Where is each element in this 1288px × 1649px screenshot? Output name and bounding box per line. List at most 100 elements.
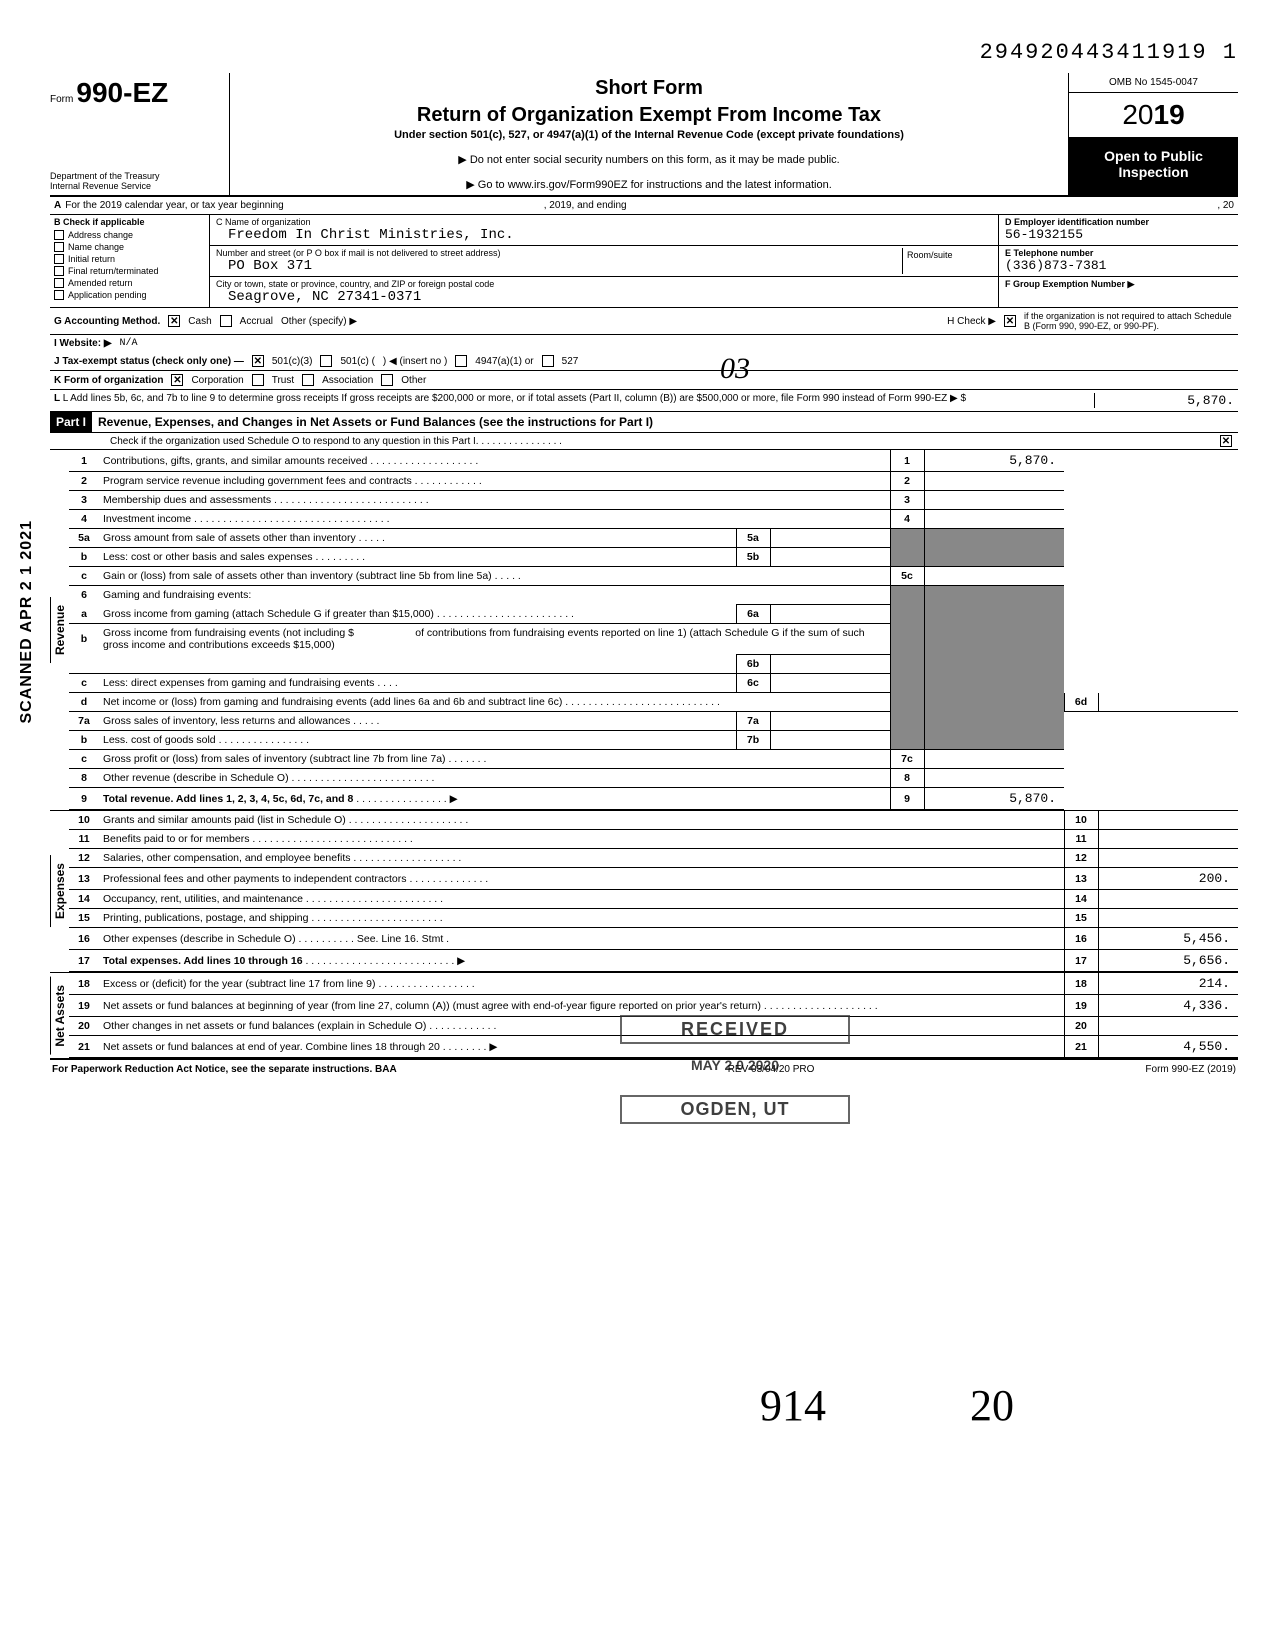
lbl-assoc: Association — [322, 375, 373, 386]
lbl-address-change: Address change — [68, 230, 133, 240]
chk-amended-return[interactable] — [54, 278, 64, 288]
stamp-received: RECEIVED — [620, 1015, 850, 1044]
chk-4947[interactable] — [455, 355, 467, 367]
chk-accrual[interactable] — [220, 315, 232, 327]
lbl-trust: Trust — [272, 375, 294, 386]
l5c-num: c — [69, 567, 99, 586]
row-i-label: I Website: ▶ — [54, 338, 112, 349]
l2-box: 2 — [890, 472, 924, 491]
l17-box: 17 — [1064, 950, 1098, 972]
instruction-2: ▶ Go to www.irs.gov/Form990EZ for instru… — [240, 178, 1058, 191]
l11-box: 11 — [1064, 830, 1098, 849]
row-l: L L Add lines 5b, 6c, and 7b to line 9 t… — [50, 390, 1238, 412]
l12-box: 12 — [1064, 849, 1098, 868]
chk-address-change[interactable] — [54, 230, 64, 240]
street-value: PO Box 371 — [228, 258, 902, 274]
chk-trust[interactable] — [252, 374, 264, 386]
l13-box: 13 — [1064, 868, 1098, 890]
chk-501c[interactable] — [320, 355, 332, 367]
l15-num: 15 — [69, 909, 99, 928]
part1-title: Revenue, Expenses, and Changes in Net As… — [92, 412, 1238, 432]
l4-num: 4 — [69, 510, 99, 529]
l9-amt: 5,870. — [924, 788, 1064, 810]
row-g-label: G Accounting Method. — [54, 316, 160, 327]
lbl-amended-return: Amended return — [68, 278, 133, 288]
street-label: Number and street (or P O box if mail is… — [216, 248, 902, 258]
chk-initial-return[interactable] — [54, 254, 64, 264]
chk-name-change[interactable] — [54, 242, 64, 252]
l17-amt: 5,656. — [1098, 950, 1238, 972]
row-h-text2: if the organization is not required to a… — [1024, 311, 1234, 331]
l10-num: 10 — [69, 811, 99, 830]
l1-amt: 5,870. — [924, 450, 1064, 472]
footer-right: Form 990-EZ (2019) — [1145, 1064, 1236, 1075]
revenue-table: 1Contributions, gifts, grants, and simil… — [69, 450, 1238, 810]
stamp-date: MAY 2 0 2020 — [620, 1055, 850, 1075]
lbl-final-return: Final return/terminated — [68, 266, 159, 276]
lbl-other-method: Other (specify) ▶ — [281, 316, 357, 327]
l5b-num: b — [69, 548, 99, 567]
l8-desc: Other revenue (describe in Schedule O) — [103, 772, 289, 784]
l4-box: 4 — [890, 510, 924, 529]
city-value: Seagrove, NC 27341-0371 — [228, 289, 992, 305]
l6d-box: 6d — [1064, 693, 1098, 712]
l10-amt — [1098, 811, 1238, 830]
lbl-name-change: Name change — [68, 242, 124, 252]
phone-value: (336)873-7381 — [1005, 258, 1232, 273]
l6a-num: a — [69, 605, 99, 624]
l12-desc: Salaries, other compensation, and employ… — [103, 852, 350, 864]
l19-desc: Net assets or fund balances at beginning… — [103, 1000, 761, 1012]
stamp-ogden: OGDEN, UT — [620, 1095, 850, 1124]
part1-sub-text: Check if the organization used Schedule … — [110, 436, 476, 447]
l6d-amt — [1098, 693, 1238, 712]
l14-desc: Occupancy, rent, utilities, and maintena… — [103, 893, 303, 905]
l1-desc: Contributions, gifts, grants, and simila… — [103, 455, 367, 467]
city-label: City or town, state or province, country… — [216, 279, 992, 289]
l20-box: 20 — [1064, 1017, 1098, 1036]
l8-amt — [924, 769, 1064, 788]
l7c-desc: Gross profit or (loss) from sales of inv… — [103, 753, 446, 765]
chk-corp[interactable]: ✕ — [171, 374, 183, 386]
handwriting-1: 914 — [760, 1380, 826, 1431]
l16-num: 16 — [69, 928, 99, 950]
year-suffix: 19 — [1154, 99, 1185, 130]
l20-desc: Other changes in net assets or fund bala… — [103, 1020, 426, 1032]
l16-desc: Other expenses (describe in Schedule O) … — [99, 928, 1064, 950]
chk-assoc[interactable] — [302, 374, 314, 386]
col-d: D Employer identification number 56-1932… — [998, 215, 1238, 307]
chk-other-org[interactable] — [381, 374, 393, 386]
chk-527[interactable] — [542, 355, 554, 367]
section-bcd: B Check if applicable Address change Nam… — [50, 215, 1238, 308]
chk-cash[interactable]: ✕ — [168, 315, 180, 327]
row-i: I Website: ▶ N/A — [50, 335, 1238, 352]
chk-application-pending[interactable] — [54, 290, 64, 300]
l14-amt — [1098, 890, 1238, 909]
l16-amt: 5,456. — [1098, 928, 1238, 950]
row-a-end: , 20 — [1217, 200, 1234, 211]
chk-schedule-o[interactable]: ✕ — [1220, 435, 1232, 447]
vtab-expenses: Expenses — [50, 855, 69, 927]
l17-arrow: ▶ — [457, 955, 465, 967]
l7c-num: c — [69, 750, 99, 769]
l21-arrow: ▶ — [489, 1041, 497, 1053]
l5a-sub: 5a — [736, 529, 770, 548]
l5b-desc: Less: cost or other basis and sales expe… — [103, 551, 313, 563]
row-a-label: A — [54, 200, 61, 211]
l21-amt: 4,550. — [1098, 1036, 1238, 1058]
chk-final-return[interactable] — [54, 266, 64, 276]
l6c-sub: 6c — [736, 674, 770, 693]
chk-501c3[interactable]: ✕ — [252, 355, 264, 367]
l19-amt: 4,336. — [1098, 995, 1238, 1017]
org-name-label: C Name of organization — [216, 217, 992, 227]
col-b-header: B Check if applicable — [50, 215, 209, 229]
tax-year: 2019 — [1069, 93, 1238, 138]
l17-num: 17 — [69, 950, 99, 972]
row-l-arrow: ▶ $ — [950, 393, 966, 404]
l5a-num: 5a — [69, 529, 99, 548]
l13-desc: Professional fees and other payments to … — [103, 873, 407, 885]
row-k: K Form of organization ✕Corporation Trus… — [50, 371, 1238, 390]
document-number: 294920443411919 1 — [50, 40, 1238, 65]
chk-h[interactable]: ✕ — [1004, 315, 1016, 327]
l12-amt — [1098, 849, 1238, 868]
l18-box: 18 — [1064, 973, 1098, 995]
